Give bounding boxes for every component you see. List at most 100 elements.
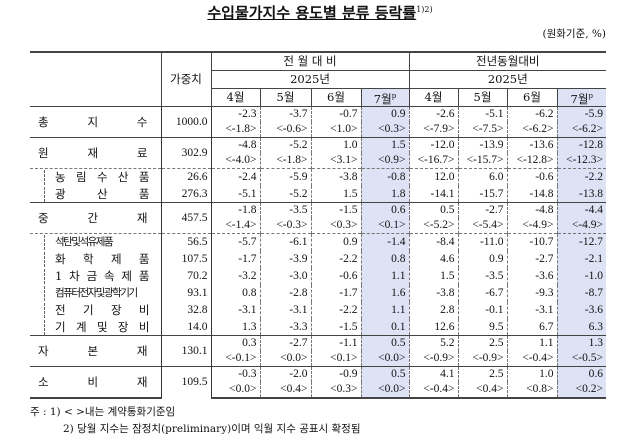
row-weight: 457.5 xyxy=(160,202,212,234)
header-mom: 전 월 대 비 xyxy=(210,51,409,70)
header-year-yoy: 2025년 xyxy=(408,69,606,88)
contract-value-cell: <-6.2> xyxy=(506,122,557,138)
table-subrow: 1 차 금 속 제 품 70.2 -3.2 -3.0 -0.6 1.1 1.5 -3.5 -3.6 -1.0 xyxy=(30,267,606,285)
header-year-mom: 2025년 xyxy=(210,69,409,88)
subrow-weight: 32.8 xyxy=(160,301,212,319)
contract-value-cell: <-7.9> xyxy=(408,122,458,138)
contract-value-cell: <-0.4> xyxy=(506,351,557,367)
value-cell: 1.0 xyxy=(506,366,557,383)
value-cell: -2.8 xyxy=(259,284,311,302)
value-cell: -1.5 xyxy=(310,318,361,336)
contract-value-cell: <0.9> xyxy=(360,153,409,169)
value-cell: -0.7 xyxy=(310,106,361,123)
value-cell: -3.8 xyxy=(408,284,458,302)
value-cell: -3.2 xyxy=(210,267,260,285)
value-cell: -1.8 xyxy=(210,202,260,219)
value-cell: -1.7 xyxy=(210,250,260,268)
table-row-contract: <-0.1> <0.0> <0.1> <0.0> <-0.9> <-0.9> <-0.4> <… xyxy=(30,351,606,367)
contract-value-cell: <1.0> xyxy=(310,122,361,138)
value-cell: -13.9 xyxy=(457,137,507,154)
contract-value-cell: <-5.4> xyxy=(457,218,507,234)
value-cell: 1.8 xyxy=(360,185,409,203)
subrow-weight: 26.6 xyxy=(160,168,212,186)
value-cell: -10.7 xyxy=(506,233,557,251)
import-price-table: 가중치 전 월 대 비 전년동월대비 2025년 2025년 4월 5월 6월 7월p… xyxy=(30,51,606,400)
table-subrow: 석탄및석유제품 56.5 -5.7 -6.1 0.9 -1.4 -8.4 -11.0 -10.7… xyxy=(30,233,606,251)
contract-value-cell: <-0.9> xyxy=(457,351,507,367)
table-subrow: 화 학 제 품 107.5 -1.7 -3.9 -2.2 0.8 4.6 0.9 -2.7 -2.1 xyxy=(30,250,606,268)
value-cell: -13.8 xyxy=(556,185,606,203)
label-part: 석탄및석유제품 xyxy=(55,236,114,249)
month-label: 4월 xyxy=(424,89,443,104)
value-cell: -4.8 xyxy=(506,202,557,219)
value-cell: 0.5 xyxy=(360,366,409,383)
table-row: 원 재 료 302.9 -4.8 -5.2 1.0 1.5 -12.0 -13.9 -13.6 -12… xyxy=(30,137,606,169)
value-cell: -2.2 xyxy=(310,250,361,268)
value-cell: -2.1 xyxy=(556,250,606,268)
value-cell: 0.8 xyxy=(210,284,260,302)
value-cell: 6.7 xyxy=(506,318,557,336)
footnotes: 주 : 1) < >내는 계약통화기준임 2) 당월 지수는 잠정치(preli… xyxy=(30,404,361,438)
value-cell: -2.7 xyxy=(506,250,557,268)
label-part: 속 xyxy=(104,268,115,283)
value-cell: -5.2 xyxy=(259,185,311,203)
label-part: 학 xyxy=(82,251,94,266)
value-cell: 1.0 xyxy=(310,137,361,154)
value-cell: -2.3 xyxy=(210,106,260,123)
contract-value-cell: <-0.6> xyxy=(259,122,311,138)
value-cell: 0.8 xyxy=(360,250,409,268)
value-cell: -5.7 xyxy=(210,233,260,251)
value-cell: 1.1 xyxy=(360,301,409,319)
value-cell: -1.0 xyxy=(556,267,606,285)
value-cell: -14.1 xyxy=(408,185,458,203)
contract-value-cell: <3.1> xyxy=(310,153,361,169)
value-cell: 0.1 xyxy=(360,318,409,336)
footnote-1: 주 : 1) < >내는 계약통화기준임 xyxy=(30,406,176,418)
label-part: 광 xyxy=(55,186,66,201)
header-weight: 가중치 xyxy=(160,51,211,107)
table-row: 중 간 재 457.5 -1.8 -3.5 -1.5 0.6 0.5 -2.7 -4.8 -4.4 xyxy=(30,202,606,234)
label-part: 본 xyxy=(87,343,99,358)
label-part: 수 xyxy=(136,114,148,129)
value-cell: -3.6 xyxy=(556,301,606,319)
value-cell: 9.5 xyxy=(457,318,507,336)
contract-value-cell: <0.8> xyxy=(506,382,557,400)
label-part: 림 xyxy=(75,170,87,185)
table-row-contract: <-1.4> <-0.3> <0.3> <0.1> <-5.2> <-5.4> <-4.9>… xyxy=(30,218,606,234)
contract-value-cell: <0.1> xyxy=(310,351,361,367)
subrow-weight: 276.3 xyxy=(160,185,212,203)
value-cell: -15.7 xyxy=(457,185,507,203)
label-part: 기 xyxy=(82,302,94,317)
value-cell: -3.1 xyxy=(506,301,557,319)
value-cell: -0.8 xyxy=(360,168,409,186)
label-part: 산 xyxy=(117,170,129,185)
value-cell: -3.9 xyxy=(259,250,311,268)
label-part: 제 xyxy=(110,251,122,266)
contract-value-cell: <-0.5> xyxy=(556,351,606,367)
label-part: 비 xyxy=(138,319,150,334)
label-part: 재 xyxy=(136,374,148,389)
label-part: 제 xyxy=(121,268,133,283)
label-part: 화 xyxy=(55,251,66,266)
contract-value-cell: <-4.0> xyxy=(210,153,260,169)
contract-value-cell: <-1.8> xyxy=(210,122,260,138)
contract-value-cell: <0.3> xyxy=(310,218,361,234)
month-label: 6월 xyxy=(327,89,345,104)
label-part: 산 xyxy=(96,186,108,201)
label-part: 품 xyxy=(138,186,150,201)
contract-value-cell: <-12.3> xyxy=(556,153,606,169)
month-label: 6월 xyxy=(523,89,541,104)
header-month: 6월 xyxy=(310,87,361,107)
value-cell: -5.9 xyxy=(556,106,606,123)
value-cell: -3.1 xyxy=(259,301,311,319)
value-cell: 0.6 xyxy=(556,366,606,383)
value-cell: -0.3 xyxy=(210,366,260,383)
header-month: 7월p xyxy=(556,87,606,107)
label-part: 기 xyxy=(55,319,66,334)
contract-value-cell: <-0.4> xyxy=(408,382,458,400)
